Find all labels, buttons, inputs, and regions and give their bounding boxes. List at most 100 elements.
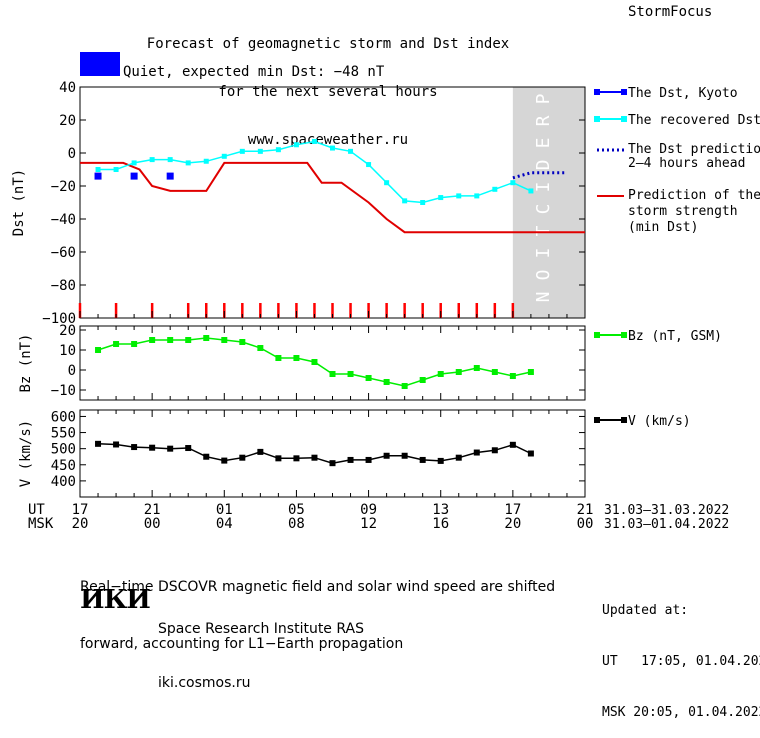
footer-note-line-1: Real−time DSCOVR magnetic field and sola… <box>80 579 556 595</box>
msk-tick-label: 20 <box>504 516 521 532</box>
bz-ytick-label: 20 <box>59 323 76 339</box>
speed-point <box>185 445 192 452</box>
updated-ut: UT 17:05, 01.04.2022 <box>602 654 760 669</box>
speed-point <box>473 449 480 456</box>
recovered-dst-point <box>311 138 317 144</box>
bz-ylabel: Bz (nT) <box>18 333 34 392</box>
speed-point <box>293 455 300 462</box>
bz-point <box>203 335 210 341</box>
bz-point <box>347 371 354 377</box>
prediction-region <box>512 87 585 318</box>
ut-tick-label: 21 <box>577 502 594 518</box>
legend-strength: Prediction of the <box>628 188 760 203</box>
kyoto-dst-point <box>166 172 174 180</box>
title-line-2: for the next several hours <box>218 84 438 100</box>
bz-point <box>257 345 264 351</box>
updated-label: Updated at: <box>602 603 689 618</box>
bz-point <box>293 355 300 361</box>
speed-point <box>419 456 426 463</box>
speed-point <box>131 444 138 451</box>
speed-point <box>365 456 372 463</box>
prediction-letter: N <box>533 292 554 303</box>
recovered-dst-point <box>528 188 534 194</box>
speed-point <box>257 448 264 455</box>
bz-legend-marker <box>594 332 600 338</box>
legend-recovered: The recovered Dst <box>628 113 760 128</box>
recovered-dst-point <box>203 158 209 164</box>
recovered-dst-point <box>366 162 372 168</box>
bz-point <box>329 371 336 377</box>
msk-label: MSK <box>28 516 54 532</box>
recovered-dst-point <box>402 198 408 204</box>
quiet-status-text: Quiet, expected min Dst: −48 nT <box>123 64 385 80</box>
speed-point <box>311 454 318 461</box>
bz-point <box>275 355 282 361</box>
legend-strength: storm strength <box>628 204 738 219</box>
bz-ytick-label: 10 <box>59 343 76 359</box>
dst-ytick-label: −20 <box>51 179 76 195</box>
ut-date-range: 31.03–31.03.2022 <box>604 503 729 518</box>
speed-ytick-label: 500 <box>51 442 76 458</box>
prediction-letter: I <box>533 182 554 193</box>
recovered-legend-marker <box>621 116 627 122</box>
institute-name: Space Research Institute RAS <box>158 621 364 637</box>
dst-ytick-label: 0 <box>68 146 76 162</box>
legend-bz: Bz (nT, GSM) <box>628 329 722 344</box>
dst-ytick-label: 20 <box>59 113 76 129</box>
updated-info: Updated at: UT 17:05, 01.04.2022 MSK 20:… <box>602 568 760 738</box>
speed-point <box>221 457 228 464</box>
bz-point <box>437 371 444 377</box>
speed-point <box>527 450 534 457</box>
bz-point <box>221 337 228 343</box>
bz-point <box>95 347 102 353</box>
institute-info: Space Research Institute RAS iki.cosmos.… <box>158 584 364 710</box>
legend-strength: (min Dst) <box>628 220 698 235</box>
bz-ytick-label: 0 <box>68 363 76 379</box>
speed-panel-frame <box>79 409 586 498</box>
speed-ytick-label: 400 <box>51 474 76 490</box>
msk-tick-label: 04 <box>216 516 233 532</box>
quiet-status-swatch <box>80 52 120 76</box>
bz-point <box>383 379 390 385</box>
recovered-dst-point <box>456 193 462 199</box>
msk-tick-label: 00 <box>577 516 594 532</box>
speed-point <box>347 456 354 463</box>
updated-msk: MSK 20:05, 01.04.2022 <box>602 705 760 720</box>
prediction-letter: T <box>533 225 554 236</box>
bz-point <box>473 365 480 371</box>
dst-ytick-label: −40 <box>51 212 76 228</box>
speed-point <box>275 455 282 462</box>
ut-tick-label: 05 <box>288 502 305 518</box>
bz-point <box>167 337 174 343</box>
speed-point <box>239 454 246 461</box>
recovered-dst-point <box>438 195 444 201</box>
msk-tick-label: 20 <box>72 516 89 532</box>
storm-strength-line <box>80 161 585 234</box>
ut-tick-label: 21 <box>144 502 161 518</box>
prediction-letter: O <box>533 270 554 281</box>
title-line-1: Forecast of geomagnetic storm and Dst in… <box>146 36 510 52</box>
bz-ytick-label: −10 <box>51 383 76 399</box>
speed-ytick-label: 600 <box>51 409 76 425</box>
recovered-dst-point <box>348 148 354 154</box>
msk-tick-label: 00 <box>144 516 161 532</box>
speed-ytick-label: 450 <box>51 458 76 474</box>
kyoto-dst-point <box>94 172 102 180</box>
bz-point <box>419 377 426 383</box>
speed-point <box>437 457 444 464</box>
msk-tick-label: 12 <box>360 516 377 532</box>
bz-legend-marker <box>621 332 627 338</box>
ut-tick-label: 13 <box>432 502 449 518</box>
speed-point <box>455 454 462 461</box>
bz-point <box>455 369 462 375</box>
legend-dst: The Dst, Kyoto <box>628 86 738 101</box>
ut-label: UT <box>28 502 45 518</box>
recovered-dst-point <box>330 145 335 151</box>
ut-tick-label: 09 <box>360 502 377 518</box>
bz-point <box>149 337 156 343</box>
recovered-dst-point <box>95 167 101 172</box>
speed-point <box>149 444 156 451</box>
dst-ytick-label: −80 <box>51 278 76 294</box>
speed-point <box>491 447 498 454</box>
